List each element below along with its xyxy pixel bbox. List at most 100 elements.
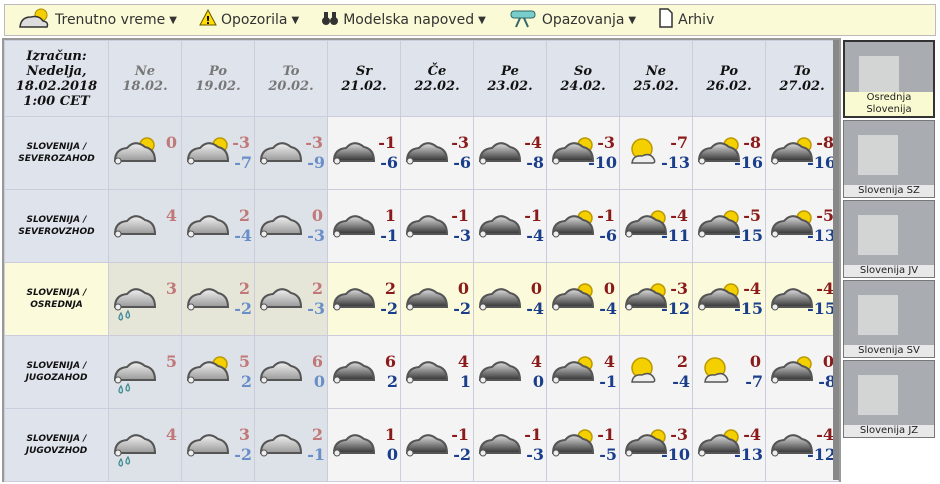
day-name: Po: [208, 63, 228, 79]
region-thumbnail[interactable]: Slovenija SZ: [843, 120, 935, 198]
menu-trenutno-vreme[interactable]: Trenutno vreme ▼: [17, 7, 177, 33]
forecast-cell: 0 -4: [546, 262, 620, 336]
temp-min: 2: [386, 372, 398, 391]
forecast-cell: 4 -1: [546, 335, 620, 409]
day-name: Ne: [645, 63, 667, 79]
forecast-cell: 2 -4: [619, 335, 693, 409]
temp-min: -3: [307, 299, 325, 318]
forecast-cell: -3 -12: [619, 262, 693, 336]
forecast-cell: -5 -15: [692, 189, 766, 263]
temp-max: -4: [524, 133, 542, 152]
temp-min: -8: [818, 372, 836, 391]
temp-max: 4: [165, 206, 177, 225]
menu-label: Arhiv: [678, 12, 715, 28]
temp-max: -3: [670, 425, 688, 444]
temp-min: -2: [234, 299, 252, 318]
forecast-cell: -4 -11: [619, 189, 693, 263]
forecast-cell: -4 -12: [765, 408, 839, 482]
forecast-cell: -1 -5: [546, 408, 620, 482]
forecast-cell: 2 -2: [181, 262, 255, 336]
region-thumbnail[interactable]: Slovenija JV: [843, 200, 935, 278]
warning-icon: !: [199, 8, 221, 31]
temp-max: 1: [384, 206, 396, 225]
calc-line: 1:00 CET: [23, 93, 90, 109]
temp-min: -4: [672, 372, 690, 391]
temp-max: 4: [165, 425, 177, 444]
region-row: SLOVENIJA / SEVEROZAHOD 0 -3 -7 -3 -9 -1 -6 -3 -6-…: [4, 116, 839, 190]
day-date: 26.02.: [706, 78, 752, 94]
region-thumbnail-label: Slovenija SV: [844, 345, 934, 357]
forecast-cell: -3 -9: [254, 116, 328, 190]
day-date: 22.02.: [414, 78, 460, 94]
temp-min: -4: [599, 299, 617, 318]
temp-min: -13: [734, 445, 763, 464]
temp-min: -7: [234, 153, 252, 172]
forecast-cell: -8 -16: [765, 116, 839, 190]
forecast-cell: -7 -13: [619, 116, 693, 190]
region-thumbnail[interactable]: Slovenija SV: [843, 280, 935, 358]
forecast-cell: 0 -2: [400, 262, 474, 336]
label-line: JUGOZAHOD: [25, 373, 88, 383]
temp-max: 0: [530, 279, 542, 298]
temp-max: -7: [670, 133, 688, 152]
temp-max: 2: [238, 279, 250, 298]
forecast-cell: -8 -16: [692, 116, 766, 190]
temp-max: -4: [743, 425, 761, 444]
menu-opozorila[interactable]: ! Opozorila ▼: [199, 8, 299, 31]
region-row: SLOVENIJA / JUGOZAHOD 5 5 2 6 0 6 2 4 1 4 0 4 -1 2 -4 0 -7…: [4, 335, 839, 409]
temp-max: -1: [597, 206, 615, 225]
region-map: [858, 135, 898, 175]
label-line: SLOVENIJA /: [26, 288, 87, 298]
temp-min: 1: [459, 372, 471, 391]
label-line: SEVEROZAHOD: [18, 154, 95, 164]
temp-max: 2: [384, 279, 396, 298]
temp-max: 0: [457, 279, 469, 298]
temp-max: -1: [524, 206, 542, 225]
temp-max: -1: [451, 425, 469, 444]
day-name: Sr: [355, 63, 373, 79]
day-header: Po 26.02.: [692, 40, 766, 117]
forecast-cell: 0 -3: [254, 189, 328, 263]
menu-opazovanja[interactable]: Opazovanja ▼: [508, 8, 636, 32]
temp-min: -4: [234, 226, 252, 245]
temp-min: -10: [661, 445, 690, 464]
label-line: SLOVENIJA /: [26, 215, 87, 225]
day-header: To 20.02.: [254, 40, 328, 117]
region-label[interactable]: SLOVENIJA / OSREDNJA: [4, 262, 109, 336]
forecast-cell: 5: [108, 335, 182, 409]
forecast-cell: -1 -4: [473, 189, 547, 263]
calc-line: 18.02.2018: [15, 78, 98, 94]
temp-max: 5: [238, 352, 250, 371]
label-line: SLOVENIJA /: [26, 142, 87, 152]
day-name: Če: [427, 63, 447, 79]
temp-max: -1: [597, 425, 615, 444]
scrollbar[interactable]: [833, 40, 839, 480]
temp-max: -4: [816, 279, 834, 298]
temp-max: 0: [165, 133, 177, 152]
temp-max: 2: [311, 425, 323, 444]
temp-min: -15: [734, 299, 763, 318]
day-header: Če 22.02.: [400, 40, 474, 117]
region-label[interactable]: SLOVENIJA / SEVEROZAHOD: [4, 116, 109, 190]
region-label[interactable]: SLOVENIJA / SEVEROVZHOD: [4, 189, 109, 263]
temp-max: -1: [378, 133, 396, 152]
temp-min: -2: [234, 445, 252, 464]
temp-max: 0: [603, 279, 615, 298]
forecast-table-frame: Izračun: Nedelja, 18.02.2018 1:00 CET Ne 18.0…: [2, 38, 841, 482]
menu-modelska-napoved[interactable]: Modelska napoved ▼: [321, 10, 486, 30]
temp-max: -3: [670, 279, 688, 298]
menu-arhiv[interactable]: Arhiv: [658, 8, 714, 32]
temp-min: -16: [734, 153, 763, 172]
forecast-cell: 0: [108, 116, 182, 190]
region-thumbnail[interactable]: Osrednja Slovenija: [843, 40, 935, 118]
temp-min: -7: [745, 372, 763, 391]
temp-min: -4: [526, 299, 544, 318]
region-label[interactable]: SLOVENIJA / JUGOZAHOD: [4, 335, 109, 409]
calculation-time: Izračun: Nedelja, 18.02.2018 1:00 CET: [4, 40, 109, 117]
region-label[interactable]: SLOVENIJA / JUGOVZHOD: [4, 408, 109, 482]
forecast-table: Izračun: Nedelja, 18.02.2018 1:00 CET Ne 18.0…: [4, 40, 839, 482]
region-thumbnail[interactable]: Slovenija JZ: [843, 360, 935, 438]
temp-max: 2: [676, 352, 688, 371]
